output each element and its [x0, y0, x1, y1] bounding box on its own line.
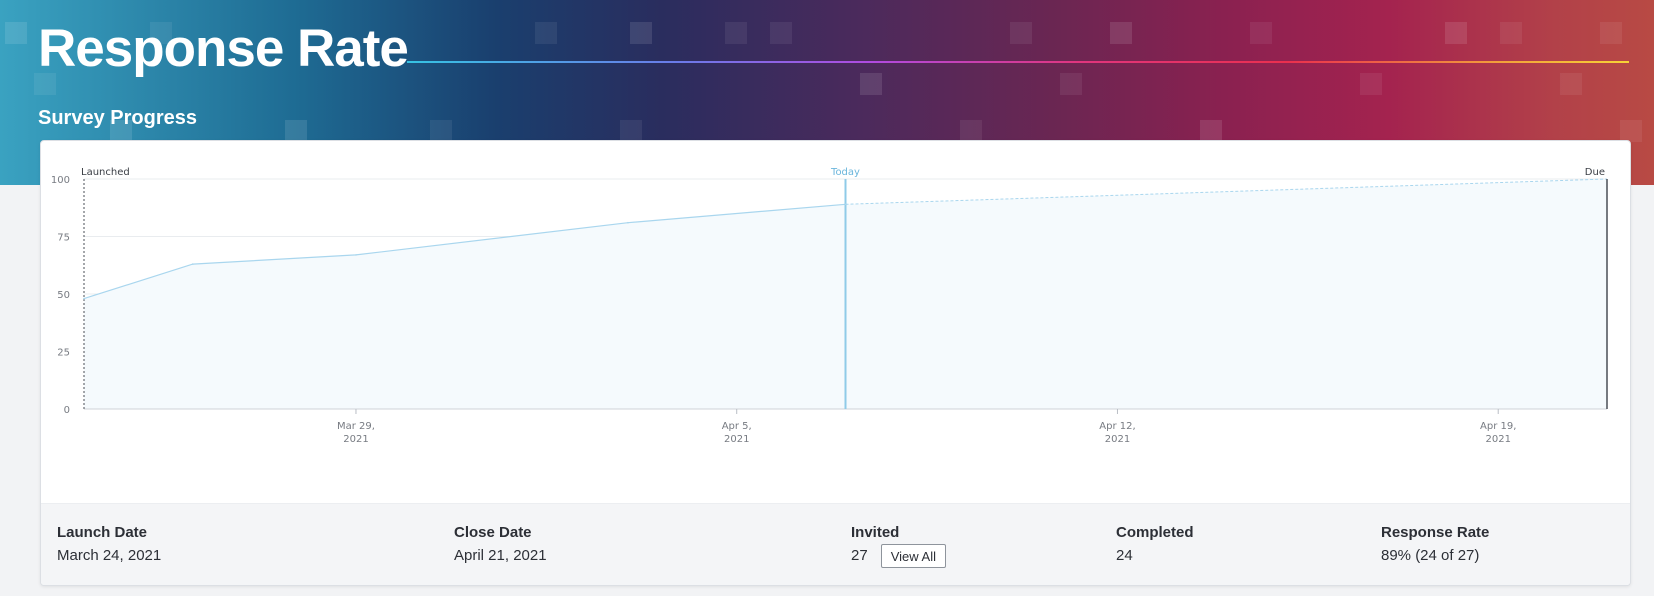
banner-square — [1560, 73, 1582, 95]
series-point — [191, 263, 194, 265]
response-rate-stat: Response Rate 89% (24 of 27) — [1381, 522, 1489, 568]
x-tick-year: 2021 — [343, 434, 368, 445]
invited-value-row: 27 View All — [851, 544, 946, 568]
response-rate-label: Response Rate — [1381, 524, 1490, 541]
completed-value: 24 — [1116, 547, 1133, 564]
banner-square — [860, 73, 882, 95]
response-rate-chart: 0 25 50 75 100 Mar 29, 2021 Apr 5, 2021 Apr 12, 20… — [51, 167, 1608, 445]
response-rate-value: 89% (24 of 27) — [1381, 547, 1480, 564]
banner-square — [1620, 120, 1642, 142]
banner-square — [725, 22, 747, 44]
stats-bar: Launch Date March 24, 2021 Close Date Ap… — [41, 503, 1630, 585]
banner-square — [430, 120, 452, 142]
close-date-stat: Close Date April 21, 2021 — [454, 522, 547, 568]
due-marker-label: Due — [1585, 167, 1605, 178]
series-point — [355, 254, 357, 256]
banner-square — [535, 22, 557, 44]
banner-square — [285, 120, 307, 142]
section-title: Survey Progress — [38, 107, 197, 129]
launch-date-value: March 24, 2021 — [57, 547, 162, 564]
launch-date-label: Launch Date — [57, 524, 148, 541]
invited-stat: Invited 27 View All — [851, 522, 946, 568]
launch-date-stat: Launch Date March 24, 2021 — [57, 522, 161, 568]
series-point — [844, 203, 847, 206]
banner-square — [770, 22, 792, 44]
banner-square — [1250, 22, 1272, 44]
x-tick-label: Apr 5, — [722, 421, 752, 432]
banner-pattern — [0, 0, 1654, 185]
banner-square — [5, 22, 27, 44]
banner-square — [1445, 22, 1467, 44]
banner-square — [150, 22, 172, 44]
banner-square — [1360, 73, 1382, 95]
y-tick-label: 0 — [64, 405, 70, 416]
close-date-label: Close Date — [454, 524, 532, 541]
completed-label: Completed — [1116, 524, 1194, 541]
banner-square — [1010, 22, 1032, 44]
series-point — [627, 221, 629, 224]
banner-square — [960, 120, 982, 142]
survey-progress-card: 0 25 50 75 100 Mar 29, 2021 Apr 5, 2021 Apr 12, 20… — [40, 140, 1631, 586]
banner-square — [110, 120, 132, 142]
view-all-button[interactable]: View All — [880, 544, 946, 568]
x-tick-year: 2021 — [1485, 434, 1510, 445]
projection-line — [845, 178, 1608, 205]
page-title: Response Rate — [38, 19, 409, 78]
invited-value: 27 — [851, 547, 868, 564]
title-rule — [407, 61, 1629, 63]
today-marker-label: Today — [830, 167, 860, 178]
launched-marker-label: Launched — [81, 167, 130, 178]
x-tick-label: Apr 19, — [1480, 421, 1516, 432]
y-tick-label: 75 — [57, 233, 70, 244]
banner-square — [1110, 22, 1132, 44]
completed-stat: Completed 24 — [1116, 522, 1194, 568]
banner-square — [34, 73, 56, 95]
banner-square — [1600, 22, 1622, 44]
x-tick-year: 2021 — [724, 434, 749, 445]
invited-label: Invited — [851, 524, 900, 541]
banner-square — [1060, 73, 1082, 95]
banner-square — [1500, 22, 1522, 44]
x-tick-year: 2021 — [1105, 434, 1130, 445]
banner-square — [620, 120, 642, 142]
y-tick-label: 100 — [51, 175, 70, 186]
banner-square — [1200, 120, 1222, 142]
series-point — [83, 297, 85, 300]
x-tick-label: Apr 12, — [1099, 421, 1135, 432]
y-tick-label: 50 — [57, 290, 70, 301]
banner-square — [630, 22, 652, 44]
y-tick-label: 25 — [57, 348, 70, 359]
x-tick-label: Mar 29, — [337, 421, 375, 432]
close-date-value: April 21, 2021 — [454, 547, 547, 564]
